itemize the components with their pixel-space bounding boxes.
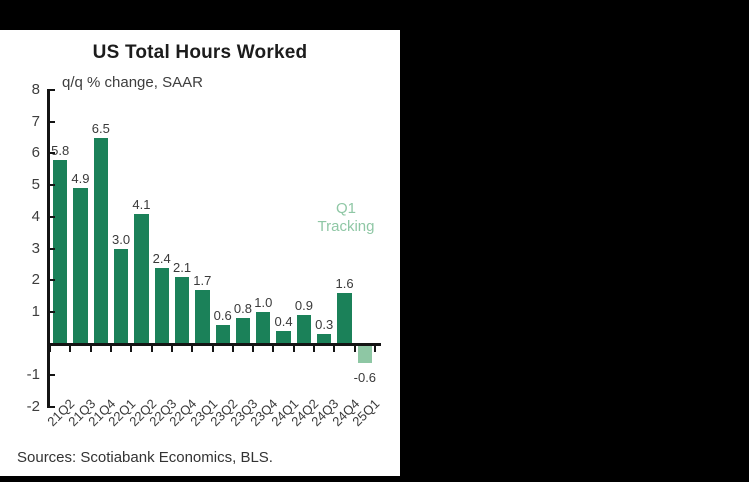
bar [215,324,230,344]
y-tick-label: -1 [26,366,40,384]
sources-note: Sources: Scotiabank Economics, BLS. [17,449,273,466]
y-tick [47,374,55,377]
x-tick [292,344,295,352]
bar-value-label: 4.9 [71,171,90,187]
x-tick [130,344,133,352]
bar [357,343,372,363]
bar-value-label: 6.5 [91,120,110,136]
y-tick-label: 4 [31,207,40,225]
y-tick [47,89,55,91]
bar-value-label: 0.6 [213,307,232,323]
y-tick-label: -2 [26,398,40,415]
plot-area: 8 7 6 5 4 3 2 1 -1 -2 5.8 4.9 6.5 3.0 4.1 2.4 2.1 1.7 0.6 0… [27,82,383,429]
bar [93,137,108,344]
bar-value-label: -0.6 [353,369,377,385]
bar-value-label: 3.0 [112,231,131,247]
x-tick [313,344,316,352]
bar-value-label: 4.1 [132,196,151,212]
y-tick [47,279,55,282]
y-tick [47,152,55,155]
bar [195,289,210,344]
y-tick [47,184,55,187]
x-axis-line [47,342,381,346]
y-tick-label: 8 [31,81,40,98]
y-tick [47,310,55,313]
bar-value-label: 1.7 [193,272,212,288]
bar-value-label: 1.0 [254,294,273,310]
chart-subtitle: q/q % change, SAAR [62,74,203,91]
bar [337,292,352,344]
bar [276,330,291,344]
y-tick-label: 2 [31,271,40,289]
bar-value-label: 5.8 [51,142,70,158]
chart-title: US Total Hours Worked [92,42,308,63]
bar-value-label: 2.1 [172,260,192,276]
y-tick [47,120,55,123]
x-tick [150,344,153,352]
bar-value-label: 0.8 [233,301,252,317]
x-tick [170,344,173,352]
y-tick-label: 1 [31,302,40,320]
bar [73,188,88,344]
y-tick [47,215,55,218]
bar [113,248,129,344]
y-tick [47,406,55,408]
bar [296,315,312,344]
bar [317,334,332,344]
bar-value-label: 1.6 [335,275,354,291]
chart-panel: US Total Hours Worked q/q % change, SAAR… [0,30,400,476]
x-tick [333,344,336,352]
x-tick [49,344,51,352]
x-tick [191,344,194,352]
bar-value-label: 0.4 [274,313,293,329]
x-tick [211,344,214,352]
y-tick [47,247,55,250]
bar [154,267,169,344]
x-tick [231,344,234,352]
y-tick-label: 3 [31,239,40,257]
bar [235,318,251,344]
bar-value-label: 2.4 [152,250,171,266]
y-tick-label: 7 [31,112,40,130]
y-tick-label: 6 [31,144,40,162]
bar-value-label: 0.3 [315,317,334,333]
x-tick [252,344,255,352]
x-tick [272,344,275,352]
x-tick [89,344,92,352]
x-tick [69,344,72,352]
x-tick [353,344,356,352]
y-tick-label: 5 [31,176,40,194]
bar [256,311,271,344]
bar [174,277,190,344]
x-tick [109,344,112,352]
bar [53,159,68,344]
tracking-legend-label: Q1 Tracking [317,200,375,235]
x-tick [374,344,376,352]
bar-value-label: 0.9 [294,298,313,314]
bar [134,213,149,344]
